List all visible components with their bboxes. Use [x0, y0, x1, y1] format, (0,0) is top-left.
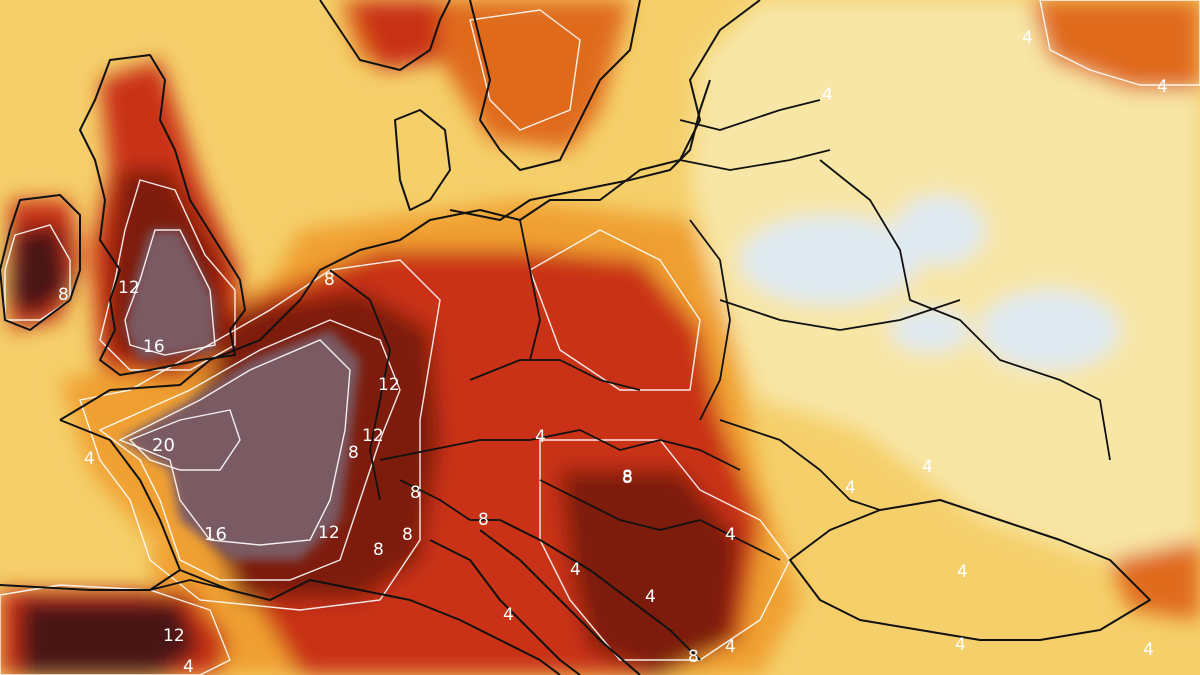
contour-label: 8 [348, 443, 359, 463]
contour-label: 16 [143, 337, 165, 357]
coast-blacksea [789, 499, 1151, 641]
contour-labels: 12 16 8 20 16 12 12 12 8 8 4 8 8 8 8 8 4… [58, 28, 1168, 675]
border-es-fr [149, 579, 231, 591]
contour-label: 8 [410, 483, 421, 503]
contour-label: 8 [373, 540, 384, 560]
red-scandinavia [350, 0, 440, 70]
grey-france [120, 330, 360, 560]
contour-label: 4 [1022, 28, 1033, 48]
iso-scand-4 [469, 9, 581, 131]
border-de-pl [519, 219, 541, 361]
border-hu-ro [579, 429, 741, 471]
contour-label: 8 [58, 285, 69, 305]
coast-med [179, 569, 561, 675]
border-it-north [399, 479, 500, 521]
contour-label: 4 [1143, 640, 1154, 660]
contour-label: 4 [645, 587, 656, 607]
iso-ireland-8 [4, 224, 71, 321]
contour-label: 4 [183, 657, 194, 675]
cold-patch-russia [980, 290, 1120, 370]
border-ua-ru [819, 159, 1111, 461]
contour-label: 4 [845, 478, 856, 498]
border-by-ua [719, 299, 961, 331]
border-balkans [539, 479, 781, 561]
coast-ireland [0, 194, 81, 331]
border-pl-by [689, 219, 731, 421]
contour-label: 12 [378, 375, 400, 395]
country-borders [149, 99, 1111, 591]
contour-label: 8 [622, 467, 633, 487]
cold-patch-belarus [740, 215, 920, 305]
contour-label: 16 [204, 524, 227, 545]
contour-label: 4 [957, 562, 968, 582]
iso-ne-4 [1039, 0, 1200, 86]
pale-east [690, 0, 1200, 560]
coast-britain [79, 54, 246, 376]
coast-scandinavia [319, 0, 641, 171]
contour-label: 4 [503, 605, 514, 625]
border-at-ch [379, 429, 581, 461]
contour-label: 12 [318, 523, 340, 543]
iso-britain-12 [99, 179, 236, 371]
border-baltics [679, 99, 831, 171]
contour-label: 12 [118, 278, 140, 298]
coast-biscay [0, 419, 181, 591]
border-de-cz [469, 359, 641, 391]
contour-label: 12 [362, 426, 384, 446]
border-fr-de [329, 269, 391, 501]
contour-label: 4 [570, 560, 581, 580]
contour-label: 4 [535, 427, 546, 447]
contour-label: 4 [725, 637, 736, 657]
coast-italy [429, 529, 641, 675]
cold-patch-ukraine [895, 195, 985, 265]
iso-france-12 [98, 319, 401, 581]
contour-label: 8 [688, 647, 699, 667]
iso-france-20 [128, 409, 241, 471]
iso-france-16 [118, 339, 351, 546]
darkred-ireland [10, 225, 70, 320]
contour-label: 8 [402, 525, 413, 545]
contour-label: 4 [822, 85, 833, 105]
orange-ne [1030, 0, 1200, 90]
coastlines [0, 0, 1151, 675]
grey-britain [125, 230, 215, 360]
contour-label: 4 [725, 525, 736, 545]
cold-patch-ukraine-2 [890, 308, 970, 352]
contour-label: 20 [152, 435, 175, 456]
contour-label: 8 [622, 468, 633, 488]
contour-label: 4 [922, 457, 933, 477]
contour-label: 8 [478, 510, 489, 530]
iso-balkans-4 [539, 439, 791, 661]
iso-france-4 [79, 259, 441, 611]
contour-label: 4 [955, 635, 966, 655]
iso-britain-16 [124, 229, 216, 356]
coast-denmark [394, 109, 451, 211]
orange-se [1110, 540, 1200, 620]
coast-adriatic [499, 519, 701, 661]
darkred-spain [20, 600, 200, 675]
iso-central-4 [529, 229, 701, 391]
contour-label: 8 [324, 270, 335, 290]
iso-spain-4 [0, 584, 231, 675]
extreme-anomaly [120, 230, 360, 560]
contour-label: 4 [1157, 77, 1168, 97]
contour-label: 4 [84, 449, 95, 469]
contour-label: 12 [163, 626, 185, 646]
border-ua-ro [719, 419, 881, 511]
